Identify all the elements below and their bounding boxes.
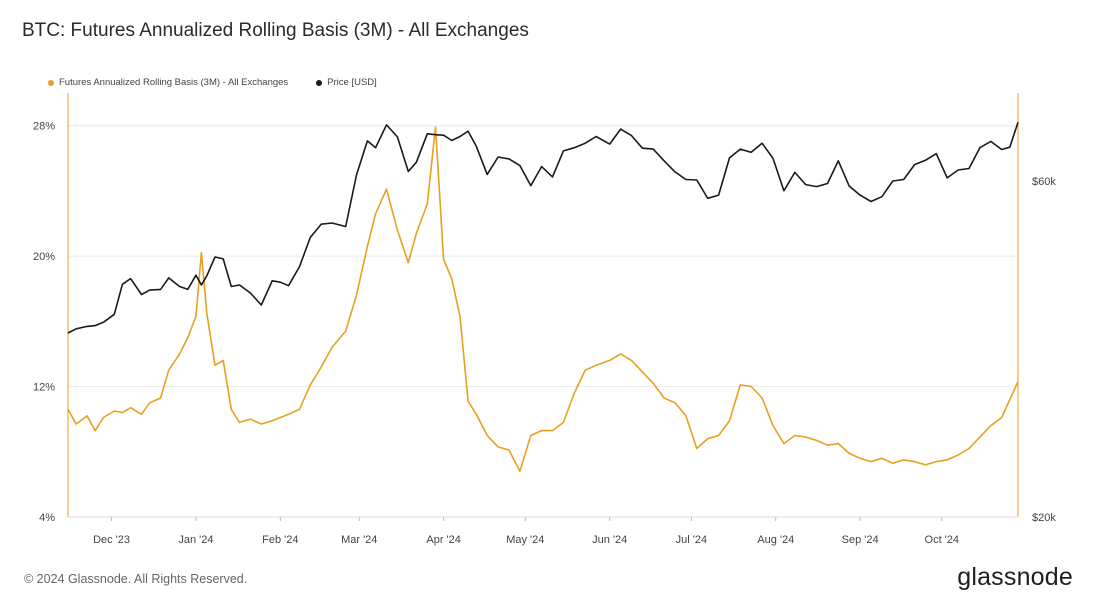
x-tick-label: Apr '24 — [426, 534, 461, 546]
legend-label-price: Price [USD] — [327, 77, 377, 88]
y-right-tick-label: $60k — [1032, 176, 1056, 188]
x-tick-label: Aug '24 — [757, 534, 794, 546]
y-right-tick-label: $20k — [1032, 512, 1056, 524]
x-tick-label: Jul '24 — [676, 534, 707, 546]
x-tick-label: Mar '24 — [341, 534, 377, 546]
legend-item-basis[interactable]: Futures Annualized Rolling Basis (3M) - … — [48, 77, 288, 88]
y-left-tick-label: 12% — [33, 382, 55, 394]
x-tick-label: Oct '24 — [925, 534, 960, 546]
y-left-tick-label: 28% — [33, 121, 55, 133]
x-tick-label: Sep '24 — [842, 534, 879, 546]
chart-legend: Futures Annualized Rolling Basis (3M) - … — [48, 77, 377, 88]
x-tick-label: Jan '24 — [178, 534, 213, 546]
legend-swatch-basis — [48, 79, 54, 86]
legend-swatch-price — [316, 79, 323, 86]
legend-label-basis: Futures Annualized Rolling Basis (3M) - … — [59, 77, 289, 88]
y-left-tick-label: 4% — [39, 512, 55, 524]
y-left-tick-label: 20% — [33, 251, 55, 263]
page-title: BTC: Futures Annualized Rolling Basis (3… — [22, 20, 529, 41]
x-tick-label: Feb '24 — [262, 534, 298, 546]
copyright-text: © 2024 Glassnode. All Rights Reserved. — [24, 572, 248, 586]
glassnode-logo: glassnode — [957, 563, 1073, 591]
price-series-line[interactable] — [67, 122, 1019, 334]
x-tick-label: May '24 — [506, 534, 544, 546]
x-tick-label: Dec '23 — [93, 534, 130, 546]
legend-item-price[interactable]: Price [USD] — [316, 77, 377, 88]
x-tick-label: Jun '24 — [592, 534, 627, 546]
basis-series-line[interactable] — [67, 126, 1019, 473]
